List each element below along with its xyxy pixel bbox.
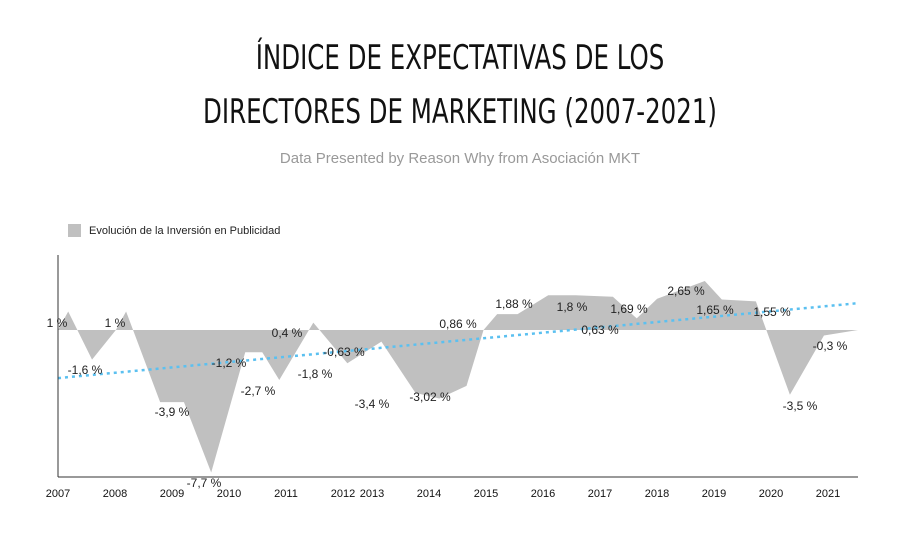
data-label: 2,65 % xyxy=(667,284,705,298)
data-label: 1,69 % xyxy=(610,302,648,316)
data-label: -3,9 % xyxy=(155,405,190,419)
x-tick-label: 2016 xyxy=(531,488,555,500)
x-tick-label: 2012 xyxy=(331,488,355,500)
x-tick-label: 2014 xyxy=(417,488,441,500)
x-tick-label: 2010 xyxy=(217,488,241,500)
data-label: 0,86 % xyxy=(439,317,477,331)
data-label: 1,88 % xyxy=(495,297,533,311)
data-label: 1,8 % xyxy=(557,300,588,314)
x-tick-label: 2013 xyxy=(360,488,384,500)
x-tick-label: 2007 xyxy=(46,488,70,500)
legend: Evolución de la Inversión en Publicidad xyxy=(68,224,280,237)
legend-swatch xyxy=(68,224,81,237)
trend-line xyxy=(57,301,859,380)
data-label: -3,5 % xyxy=(783,399,818,413)
data-label: 0,4 % xyxy=(272,326,303,340)
data-label: -7,7 % xyxy=(187,476,222,490)
data-label: -0,63 % xyxy=(323,345,365,359)
x-tick-label: 2021 xyxy=(816,488,840,500)
x-tick-label: 2018 xyxy=(645,488,669,500)
chart-subtitle: Data Presented by Reason Why from Asocia… xyxy=(279,150,641,167)
data-label: -0,3 % xyxy=(813,339,848,353)
x-tick-label: 2015 xyxy=(474,488,498,500)
x-tick-label: 2008 xyxy=(103,488,127,500)
data-label: 1 % xyxy=(47,316,68,330)
data-label: -1,8 % xyxy=(298,367,333,381)
chart-title-line-2: DIRECTORES DE MARKETING (2007-2021) xyxy=(203,92,717,132)
x-tick-label: 2020 xyxy=(759,488,783,500)
area-series xyxy=(58,280,858,473)
legend-label: Evolución de la Inversión en Publicidad xyxy=(89,224,281,237)
chart-title-line-1: ÍNDICE DE EXPECTATIVAS DE LOS xyxy=(255,38,665,78)
x-tick-label: 2017 xyxy=(588,488,612,500)
x-tick-label: 2009 xyxy=(160,488,184,500)
x-tick-label: 2011 xyxy=(274,488,298,500)
data-label: -1,2 % xyxy=(212,356,247,370)
x-tick-label: 2019 xyxy=(702,488,726,500)
data-label: -2,7 % xyxy=(241,384,276,398)
data-label: -3,02 % xyxy=(409,390,451,404)
data-label: -3,4 % xyxy=(355,397,390,411)
data-label: -1,6 % xyxy=(68,363,103,377)
data-label: 0,63 % xyxy=(581,323,619,337)
data-label: 1 % xyxy=(105,316,126,330)
data-label: 1,55 % xyxy=(753,305,791,319)
data-label: 1,65 % xyxy=(696,303,734,317)
